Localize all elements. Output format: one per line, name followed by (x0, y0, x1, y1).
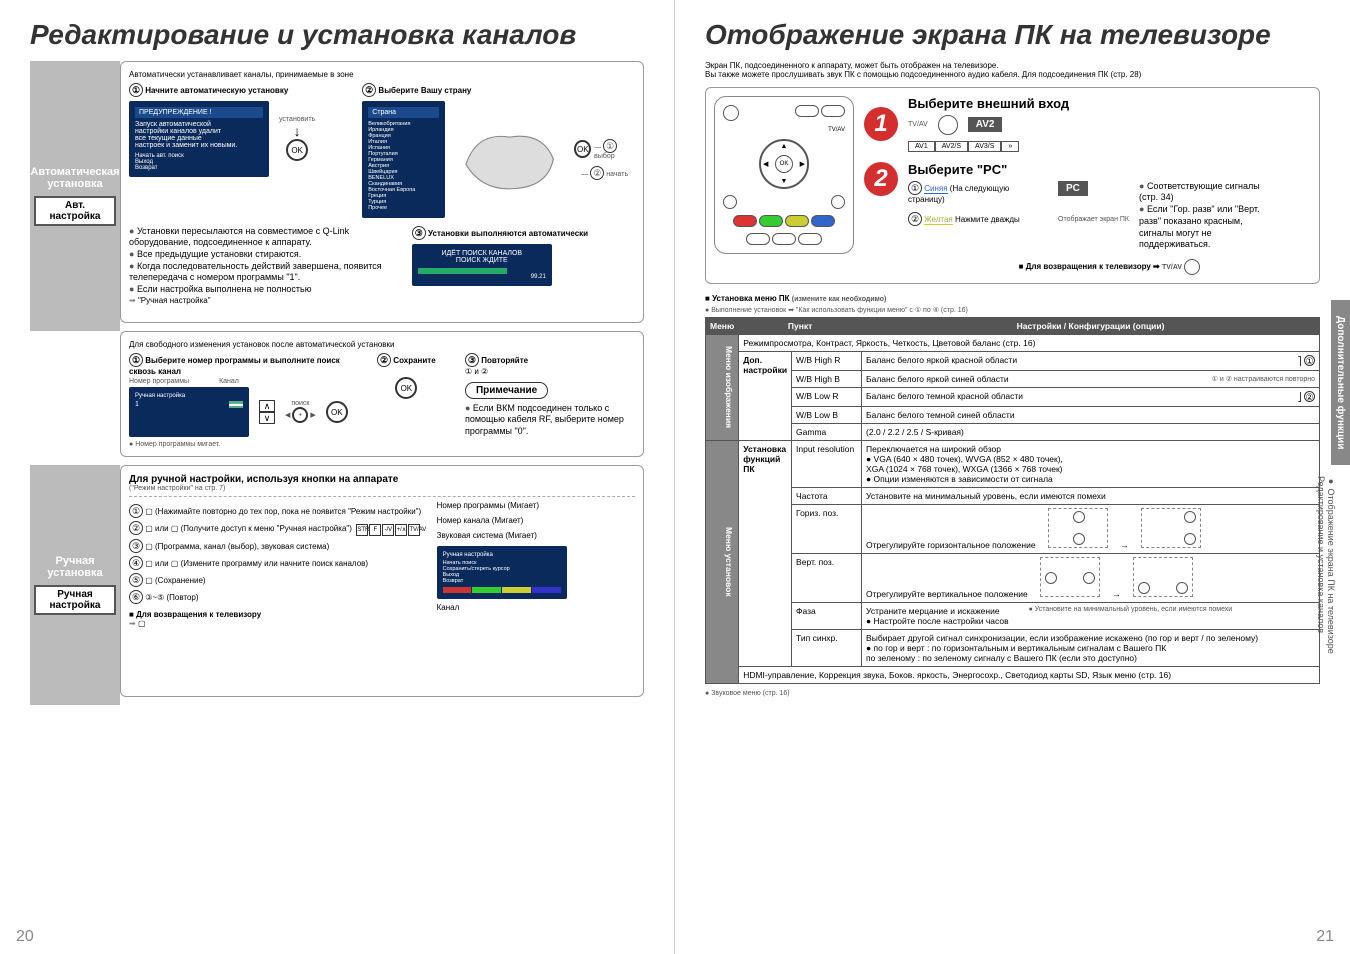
remote-diagram: TV/AV ▲ ▼ ◀ ▶ OK (714, 96, 854, 254)
europe-map-icon (455, 119, 564, 199)
step-num-1: ① (129, 83, 143, 97)
manual-intro: Для свободного изменения установок после… (129, 340, 635, 349)
manual-screen: Ручная настройка 1▬▬ (129, 387, 249, 437)
ustep-1: (Нажимайте повторно до тех пор, пока не … (155, 507, 421, 516)
return-label: Для возвращения к телевизору (136, 610, 261, 619)
side-bullet-2: Если "Гор. разв" или "Верт. разв" показа… (1139, 204, 1279, 251)
callout-sound: Звуковая система (Мигает) (437, 531, 635, 540)
vcol-image: Меню изображения (706, 334, 739, 440)
page-left: Редактирование и установка каналов Автом… (0, 0, 675, 954)
manual-screen-2: Ручная настройка Начать поиск Сохранить/… (437, 546, 567, 599)
search-screen: ИДЁТ ПОИСК КАНАЛОВ ПОИСК ЖДИТЕ 99.21 (412, 244, 552, 286)
step3-title: Установки выполняются автоматически (428, 229, 588, 238)
prog-num-label: Номер программы (129, 378, 189, 385)
th-opts: Настройки / Конфигурации (опции) (862, 317, 1320, 334)
page-right: Отображение экрана ПК на телевизоре Экра… (675, 0, 1350, 954)
pc-group: Установка функций ПК (739, 440, 792, 666)
pc-note: Отображает экран ПК (1058, 216, 1129, 223)
chan-label: Канал (219, 378, 239, 385)
note-extra: Номер программы мигает. (135, 441, 220, 448)
step-num-2: ② (362, 83, 376, 97)
callout-chan: Номер канала (Мигает) (437, 516, 635, 525)
av-tab-2[interactable]: AV2/S (935, 141, 968, 152)
step-num-3: ③ (412, 226, 426, 240)
vcol-setup: Меню установок (706, 440, 739, 683)
left-title: Редактирование и установка каналов (30, 20, 644, 51)
big-step-1: 1 (864, 107, 898, 141)
ok-select[interactable]: OK (574, 140, 591, 158)
menu-setup-note: Выполнение установок ➡ "Как использовать… (711, 307, 968, 314)
side-note-1: ① и ② настраиваются повторно (1212, 375, 1315, 383)
side-tab-sub: ● Отображение экрана ПК на телевизоре Ре… (1312, 460, 1350, 670)
row-bottom: HDMI-управление, Коррекция звука, Боков.… (739, 666, 1320, 683)
ustep-3: (Программа, канал (выбор), звуковая сист… (155, 542, 329, 551)
step2-title: Выберите Вашу страну (378, 86, 471, 95)
page-num-left: 20 (16, 928, 34, 946)
warning-screen: ПРЕДУПРЕЖДЕНИЕ ! Запуск автоматической н… (129, 101, 269, 177)
auto-bullets: Установки пересылаются на совместимое с … (129, 226, 402, 296)
av2-label: AV2 (968, 117, 1003, 132)
av-tab-3[interactable]: AV3/S (968, 141, 1001, 152)
right-title: Отображение экрана ПК на телевизоре (705, 20, 1320, 51)
page-num-right: 21 (1316, 928, 1334, 946)
ustep-2: (Получите доступ к меню "Ручная настройк… (181, 524, 352, 533)
ok-manual[interactable]: • (292, 407, 308, 423)
ok-save[interactable]: OK (395, 377, 417, 399)
av-tab-1[interactable]: AV1 (908, 141, 935, 152)
return-button[interactable] (1184, 259, 1200, 275)
auto-side-sublabel: Авт. настройка (34, 196, 116, 226)
menu-setup-title: Установка меню ПК (712, 294, 790, 303)
ustep-4: (Измените программу или начните поиск ка… (181, 559, 368, 568)
manual-side-label: Ручная установка Ручная настройка (30, 465, 120, 705)
horiz-diagram (1048, 508, 1108, 548)
big-step-2: 2 (864, 162, 898, 196)
side-tab-main: Дополнительные функции (1331, 300, 1350, 465)
mini-buttons: STRF-/V+/∧TV/AV (356, 524, 420, 536)
arrow-note: "Ручная настройка" (129, 296, 402, 305)
pc-label: PC (1058, 181, 1088, 196)
right-intro1: Экран ПК, подсоединенного к аппарату, мо… (705, 61, 1320, 70)
av-tab-4[interactable]: » (1001, 141, 1019, 152)
auto-side-label: Автоматическая установка Авт. настройка (30, 61, 120, 331)
manual-side-sublabel: Ручная настройка (34, 585, 116, 615)
ustep-6: (Повтор) (166, 593, 198, 602)
footer-bullet: Звуковое меню (стр. 16) (711, 690, 789, 697)
search-label: поиск (291, 400, 309, 407)
callout-prog: Номер программы (Мигает) (437, 501, 635, 510)
m-step2: Сохраните (393, 356, 435, 365)
ustep-5: (Сохранение) (155, 576, 206, 585)
dop-cell: Доп. настройки (739, 351, 792, 440)
vert-diagram (1040, 557, 1100, 597)
ok-manual-2[interactable]: OK (326, 401, 348, 423)
th-item: Пункт (739, 317, 862, 334)
note-bullet: Если ВКМ подсоединен только с помощью ка… (465, 403, 635, 438)
r-return-label: Для возвращения к телевизору (1026, 262, 1151, 271)
r-step1-title: Выберите внешний вход (908, 96, 1311, 111)
tvav-label: TV/AV (908, 121, 928, 128)
step2b: Нажмите дважды (955, 215, 1020, 224)
note-pill: Примечание (465, 382, 548, 399)
m-step1: Выберите номер программы и выполните пои… (129, 356, 340, 376)
install-label: установить (279, 116, 315, 123)
unit-sub: ("Режим настройки" на стр. 7) (129, 485, 635, 492)
auto-intro: Автоматически устанавливает каналы, прин… (129, 70, 635, 79)
step1-title: Начните автоматическую установку (145, 86, 288, 95)
m-step3-sub: ① и ② (465, 367, 635, 376)
th-menu: Меню (706, 317, 739, 334)
tvav-button[interactable] (938, 115, 958, 135)
m-step3: Повторяйте (481, 356, 528, 365)
country-screen: Страна Великобритания Ирландия Франция И… (362, 101, 445, 218)
settings-table: Меню Пункт Настройки / Конфигурации (опц… (705, 317, 1320, 684)
unit-title: Для ручной настройки, используя кнопки н… (129, 474, 635, 485)
row-top: Режимпросмотра, Контраст, Яркость, Четко… (739, 334, 1320, 351)
ok-button[interactable]: OK (286, 139, 308, 161)
r-step2-title: Выберите "PC" (908, 162, 1311, 177)
side-bullet-1: Соответствующие сигналы (стр. 34) (1139, 181, 1279, 204)
callout-channel: Канал (437, 603, 635, 612)
right-intro2: Вы также можете прослушивать звук ПК с п… (705, 70, 1320, 79)
